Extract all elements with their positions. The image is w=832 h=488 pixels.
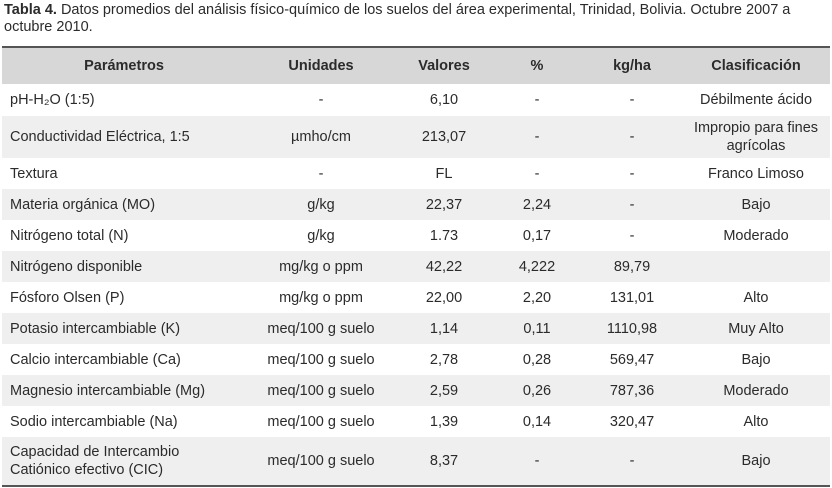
table-cell: 1,14	[396, 313, 492, 344]
table-cell: Potasio intercambiable (K)	[2, 313, 246, 344]
table-cell: 42,22	[396, 251, 492, 282]
table-cell: -	[582, 84, 682, 116]
table-cell: -	[492, 84, 582, 116]
table-cell: meq/100 g suelo	[246, 406, 396, 437]
table-cell: Nitrógeno disponible	[2, 251, 246, 282]
table-row: Nitrógeno disponible mg/kg o ppm 42,22 4,22…	[2, 251, 830, 282]
table-cell: 22,37	[396, 189, 492, 220]
table-cell: 0,14	[492, 406, 582, 437]
table-cell: 213,07	[396, 116, 492, 158]
table-cell: 569,47	[582, 344, 682, 375]
table-cell: pH-H₂O (1:5)	[2, 84, 246, 116]
header-cell: Clasificación	[682, 47, 830, 84]
table-cell: 2,59	[396, 375, 492, 406]
table-cell: -	[582, 116, 682, 158]
table-cell: Capacidad de Intercambio Catiónico efect…	[2, 437, 246, 486]
table-cell: 4,222	[492, 251, 582, 282]
table-cell: Sodio intercambiable (Na)	[2, 406, 246, 437]
table-row: Nitrógeno total (N) g/kg 1.73 0,17- Moderado	[2, 220, 830, 251]
table-row: Capacidad de Intercambio Catiónico efect…	[2, 437, 830, 486]
header-cell: Unidades	[246, 47, 396, 84]
table-cell: -	[582, 189, 682, 220]
caption: Tabla 4. Datos promedios del análisis fí…	[4, 2, 830, 36]
table-cell: Nitrógeno total (N)	[2, 220, 246, 251]
table-cell: meq/100 g suelo	[246, 437, 396, 486]
table-cell: -	[582, 437, 682, 486]
header-cell: kg/ha	[582, 47, 682, 84]
caption-label: Tabla 4.	[4, 2, 57, 18]
table-cell: Materia orgánica (MO)	[2, 189, 246, 220]
table-row: Potasio intercambiable (K) meq/100 g suel…	[2, 313, 830, 344]
table-cell: Bajo	[682, 344, 830, 375]
table-cell: Moderado	[682, 220, 830, 251]
table-cell: Textura	[2, 158, 246, 189]
table-cell: µmho/cm	[246, 116, 396, 158]
header-row: Parámetros Unidades Valores% kg/ha Clasifica…	[2, 47, 830, 84]
header-cell: Parámetros	[2, 47, 246, 84]
table-cell: Calcio intercambiable (Ca)	[2, 344, 246, 375]
table-row: Conductividad Eléctrica, 1:5 µmho/cm 213,0…	[2, 116, 830, 158]
table-cell: Alto	[682, 282, 830, 313]
table-cell: 8,37	[396, 437, 492, 486]
table-cell: mg/kg o ppm	[246, 251, 396, 282]
table-cell: 6,10	[396, 84, 492, 116]
table-cell: Bajo	[682, 189, 830, 220]
table-cell: -	[246, 84, 396, 116]
table-cell: Magnesio intercambiable (Mg)	[2, 375, 246, 406]
table-cell: -	[492, 437, 582, 486]
table-cell: -	[246, 158, 396, 189]
table-cell: 22,00	[396, 282, 492, 313]
table-row: Magnesio intercambiable (Mg) meq/100 g su…	[2, 375, 830, 406]
table-cell: 1,39	[396, 406, 492, 437]
table-cell: 89,79	[582, 251, 682, 282]
table-cell: 2,20	[492, 282, 582, 313]
table-cell: Impropio para fines agrícolas	[682, 116, 830, 158]
table-cell: 2,24	[492, 189, 582, 220]
table-cell: Muy Alto	[682, 313, 830, 344]
table-cell: Fósforo Olsen (P)	[2, 282, 246, 313]
table-row: Textura - FL - - Franco Limoso	[2, 158, 830, 189]
table-cell: g/kg	[246, 220, 396, 251]
table-cell: Franco Limoso	[682, 158, 830, 189]
table-cell: Conductividad Eléctrica, 1:5	[2, 116, 246, 158]
table-cell: Débilmente ácido	[682, 84, 830, 116]
table-cell: FL	[396, 158, 492, 189]
table-cell: meq/100 g suelo	[246, 375, 396, 406]
table-cell: -	[492, 116, 582, 158]
table-row: Sodio intercambiable (Na) meq/100 g suelo…	[2, 406, 830, 437]
table-cell: meq/100 g suelo	[246, 313, 396, 344]
caption-text: Datos promedios del análisis físico-quím…	[4, 2, 791, 35]
data-table: Parámetros Unidades Valores% kg/ha Clasifica…	[2, 46, 830, 487]
table-row: Materia orgánica (MO) g/kg 22,37 2,24- Bajo	[2, 189, 830, 220]
table-cell: 0,28	[492, 344, 582, 375]
table-cell: meq/100 g suelo	[246, 344, 396, 375]
table-cell: 787,36	[582, 375, 682, 406]
table-cell: 0,11	[492, 313, 582, 344]
table-cell: 320,47	[582, 406, 682, 437]
table-row: Calcio intercambiable (Ca) meq/100 g suel…	[2, 344, 830, 375]
table-cell: 0,17	[492, 220, 582, 251]
table-cell: Bajo	[682, 437, 830, 486]
table-cell: Alto	[682, 406, 830, 437]
table-cell: -	[582, 158, 682, 189]
table-cell: 2,78	[396, 344, 492, 375]
table-cell: -	[492, 158, 582, 189]
header-cell: Valores	[396, 47, 492, 84]
table-cell: mg/kg o ppm	[246, 282, 396, 313]
table-row: pH-H₂O (1:5) -6,10- - Débilmente ácido	[2, 84, 830, 116]
table-cell: 1110,98	[582, 313, 682, 344]
table-cell: g/kg	[246, 189, 396, 220]
table-cell: -	[582, 220, 682, 251]
table-cell: 0,26	[492, 375, 582, 406]
table-cell: 131,01	[582, 282, 682, 313]
table-cell	[682, 251, 830, 282]
header-cell: %	[492, 47, 582, 84]
table-cell: Moderado	[682, 375, 830, 406]
table-row: Fósforo Olsen (P) mg/kg o ppm 22,00 2,20 131…	[2, 282, 830, 313]
table-cell: 1.73	[396, 220, 492, 251]
